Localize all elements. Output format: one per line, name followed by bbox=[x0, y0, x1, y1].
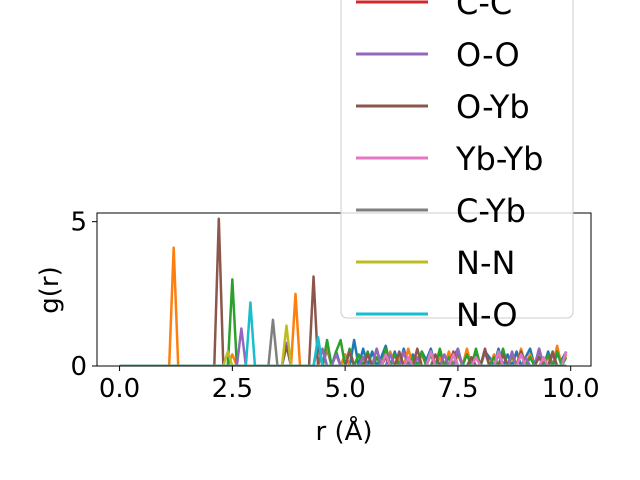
x-tick-label-0: 0.0 bbox=[99, 374, 140, 404]
x-tick-label-1: 2.5 bbox=[212, 374, 253, 404]
legend-box bbox=[340, 0, 574, 319]
y-tick-label-1: 5 bbox=[70, 208, 87, 238]
x-axis-label: r (Å) bbox=[315, 415, 372, 447]
legend-label-2: O-Yb bbox=[456, 88, 530, 126]
legend-label-3: Yb-Yb bbox=[455, 140, 543, 178]
x-tick-label-3: 7.5 bbox=[437, 374, 478, 404]
y-axis-ticks: 05 bbox=[70, 208, 97, 382]
legend-label-0: C-C bbox=[456, 0, 512, 22]
legend-label-6: N-O bbox=[456, 296, 518, 334]
legend-label-1: O-O bbox=[456, 36, 520, 74]
x-axis-ticks: 0.0 2.5 5.0 7.5 10.0 bbox=[99, 366, 600, 404]
legend-label-4: C-Yb bbox=[456, 192, 526, 230]
y-tick-label-0: 0 bbox=[70, 352, 87, 382]
series-layer bbox=[119, 217, 568, 366]
legend: C-C O-O O-Yb Yb-Yb C-Yb N-N N-O bbox=[340, 0, 574, 334]
x-tick-label-4: 10.0 bbox=[542, 374, 600, 404]
series-line-2 bbox=[119, 278, 568, 366]
y-axis-label: g(r) bbox=[35, 266, 65, 313]
legend-label-5: N-N bbox=[456, 244, 515, 282]
x-tick-label-2: 5.0 bbox=[324, 374, 365, 404]
